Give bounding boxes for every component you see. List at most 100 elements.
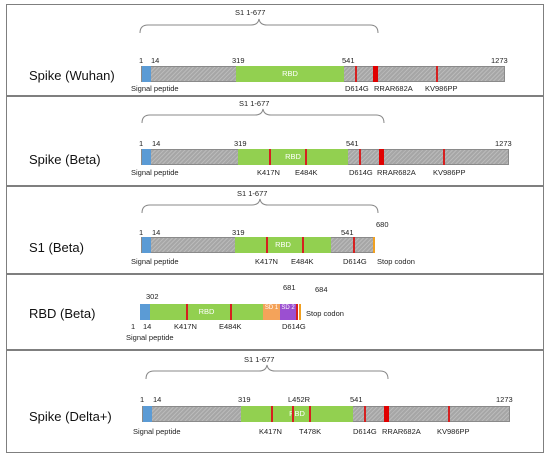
mutation-d614g-mark <box>355 66 357 82</box>
panel-spike-delta-plus: S1 1-677 Spike (Delta+) 1 14 319 541 127… <box>6 350 544 453</box>
protein-name: RBD (Beta) <box>29 306 96 321</box>
rbd-region <box>150 304 263 320</box>
rbd-label: RBD <box>285 152 301 161</box>
pos-541-label: 541 <box>341 228 354 237</box>
pos-start-label: 1 <box>139 228 144 237</box>
pos-681-label: 681 <box>283 283 296 292</box>
panel-spike-beta: S1 1-677 Spike (Beta) 1 14 319 541 1273 … <box>6 96 544 186</box>
protein-name: Spike (Delta+) <box>29 409 112 424</box>
rbd-region <box>235 237 331 253</box>
sd1-label: SD 1 <box>264 305 279 311</box>
brace-label: S1 1-677 <box>237 189 268 198</box>
mutation-label-kv986pp: KV986PP <box>437 427 470 436</box>
mutation-d614g-mark <box>359 149 361 165</box>
signal-peptide-label: Signal peptide <box>131 168 179 177</box>
brace-label: S1 1-677 <box>244 355 275 364</box>
pos-14-label: 14 <box>152 139 161 148</box>
furin-site-mark <box>384 406 389 422</box>
mutation-k417n-mark <box>269 149 271 165</box>
mutation-label-e484k: E484K <box>291 257 314 266</box>
stop-codon-mark <box>299 304 301 320</box>
mutation-kv986pp-mark <box>443 149 445 165</box>
rbd-region <box>241 406 353 422</box>
s1-brace <box>145 364 389 380</box>
mutation-e484k-mark <box>230 304 232 320</box>
pos-end-label: 680 <box>376 220 389 229</box>
rbd-region <box>238 149 348 165</box>
stop-codon-label: Stop codon <box>377 257 415 266</box>
rbd-label: RBD <box>289 409 305 418</box>
mutation-label-k417n: K417N <box>255 257 278 266</box>
pos-start-label: 1 <box>139 56 144 65</box>
signal-peptide-region <box>142 149 151 165</box>
pos-319-label: 319 <box>232 228 245 237</box>
mutation-label-d614g: D614G <box>353 427 377 436</box>
mutation-label-d614g: D614G <box>282 322 306 331</box>
protein-name: S1 (Beta) <box>29 240 84 255</box>
mutation-label-kv986pp: KV986PP <box>433 168 466 177</box>
mutation-kv986pp-mark <box>436 66 438 82</box>
mutation-k417n-mark <box>271 406 273 422</box>
sd2-label: SD 2 <box>281 305 295 311</box>
stop-codon-mark <box>373 237 375 253</box>
signal-peptide-region <box>143 406 152 422</box>
pos-14-label: 14 <box>152 228 161 237</box>
pos-302-label: 302 <box>146 292 159 301</box>
s1-brace <box>139 18 379 34</box>
furin-site-mark <box>373 66 378 82</box>
pos-14-label: 14 <box>153 395 162 404</box>
pos-319-label: 319 <box>234 139 247 148</box>
rbd-label: RBD <box>275 240 291 249</box>
protein-name: Spike (Beta) <box>29 152 101 167</box>
pos-541-label: 541 <box>342 56 355 65</box>
mutation-label-e484k: E484K <box>219 322 242 331</box>
mutation-k417n-mark <box>266 237 268 253</box>
mutation-label-d614g: D614G <box>343 257 367 266</box>
pos-14-label: 14 <box>143 322 152 331</box>
pos-end-label: 1273 <box>496 395 513 404</box>
mutation-l452r-mark <box>292 406 294 422</box>
signal-peptide-label: Signal peptide <box>131 84 179 93</box>
mutation-label-k417n: K417N <box>174 322 197 331</box>
mutation-e484k-mark <box>305 149 307 165</box>
mutation-d614g-mark <box>353 237 355 253</box>
mutation-label-d614g: D614G <box>349 168 373 177</box>
furin-site-mark <box>379 149 384 165</box>
mutation-label-kv986pp: KV986PP <box>425 84 458 93</box>
mutation-k417n-mark <box>186 304 188 320</box>
pos-541-label: 541 <box>346 139 359 148</box>
mutation-d614g-mark <box>364 406 366 422</box>
sd2-region: SD 2 <box>280 304 296 320</box>
signal-peptide-label: Signal peptide <box>133 427 181 436</box>
mutation-kv986pp-mark <box>448 406 450 422</box>
brace-label: S1 1-677 <box>239 99 270 108</box>
pos-541-label: 541 <box>350 395 363 404</box>
mutation-label-k417n: K417N <box>257 168 280 177</box>
mutation-t478k-mark <box>309 406 311 422</box>
signal-peptide-region <box>142 66 151 82</box>
rbd-label: RBD <box>282 69 298 78</box>
pos-start-label: 1 <box>139 139 144 148</box>
signal-peptide-region <box>142 237 151 253</box>
mutation-label-l452r: L452R <box>288 395 311 404</box>
pos-1-label: 1 <box>131 322 136 331</box>
pos-end-label: 1273 <box>491 56 508 65</box>
mutation-label-t478k: T478K <box>299 427 322 436</box>
pos-319-label: 319 <box>238 395 251 404</box>
panel-rbd-beta: RBD (Beta) 302 681 684 RBD SD 1 SD 2 Sto… <box>6 274 544 350</box>
mutation-label-d614g: D614G <box>345 84 369 93</box>
signal-peptide-label: Signal peptide <box>131 257 179 266</box>
mutation-d614g-mark <box>296 304 298 320</box>
brace-label: S1 1-677 <box>235 8 266 17</box>
signal-peptide-region <box>140 304 150 320</box>
sd1-region: SD 1 <box>263 304 280 320</box>
protein-name: Spike (Wuhan) <box>29 68 115 83</box>
s1-brace <box>141 198 379 214</box>
pos-684-label: 684 <box>315 285 328 294</box>
pos-end-label: 1273 <box>495 139 512 148</box>
panel-s1-beta: S1 1-677 S1 (Beta) 1 14 319 541 680 RBD … <box>6 186 544 274</box>
mutation-label-rrar682a: RRAR682A <box>377 168 416 177</box>
signal-peptide-label: Signal peptide <box>126 333 174 342</box>
pos-319-label: 319 <box>232 56 245 65</box>
mutation-e484k-mark <box>302 237 304 253</box>
